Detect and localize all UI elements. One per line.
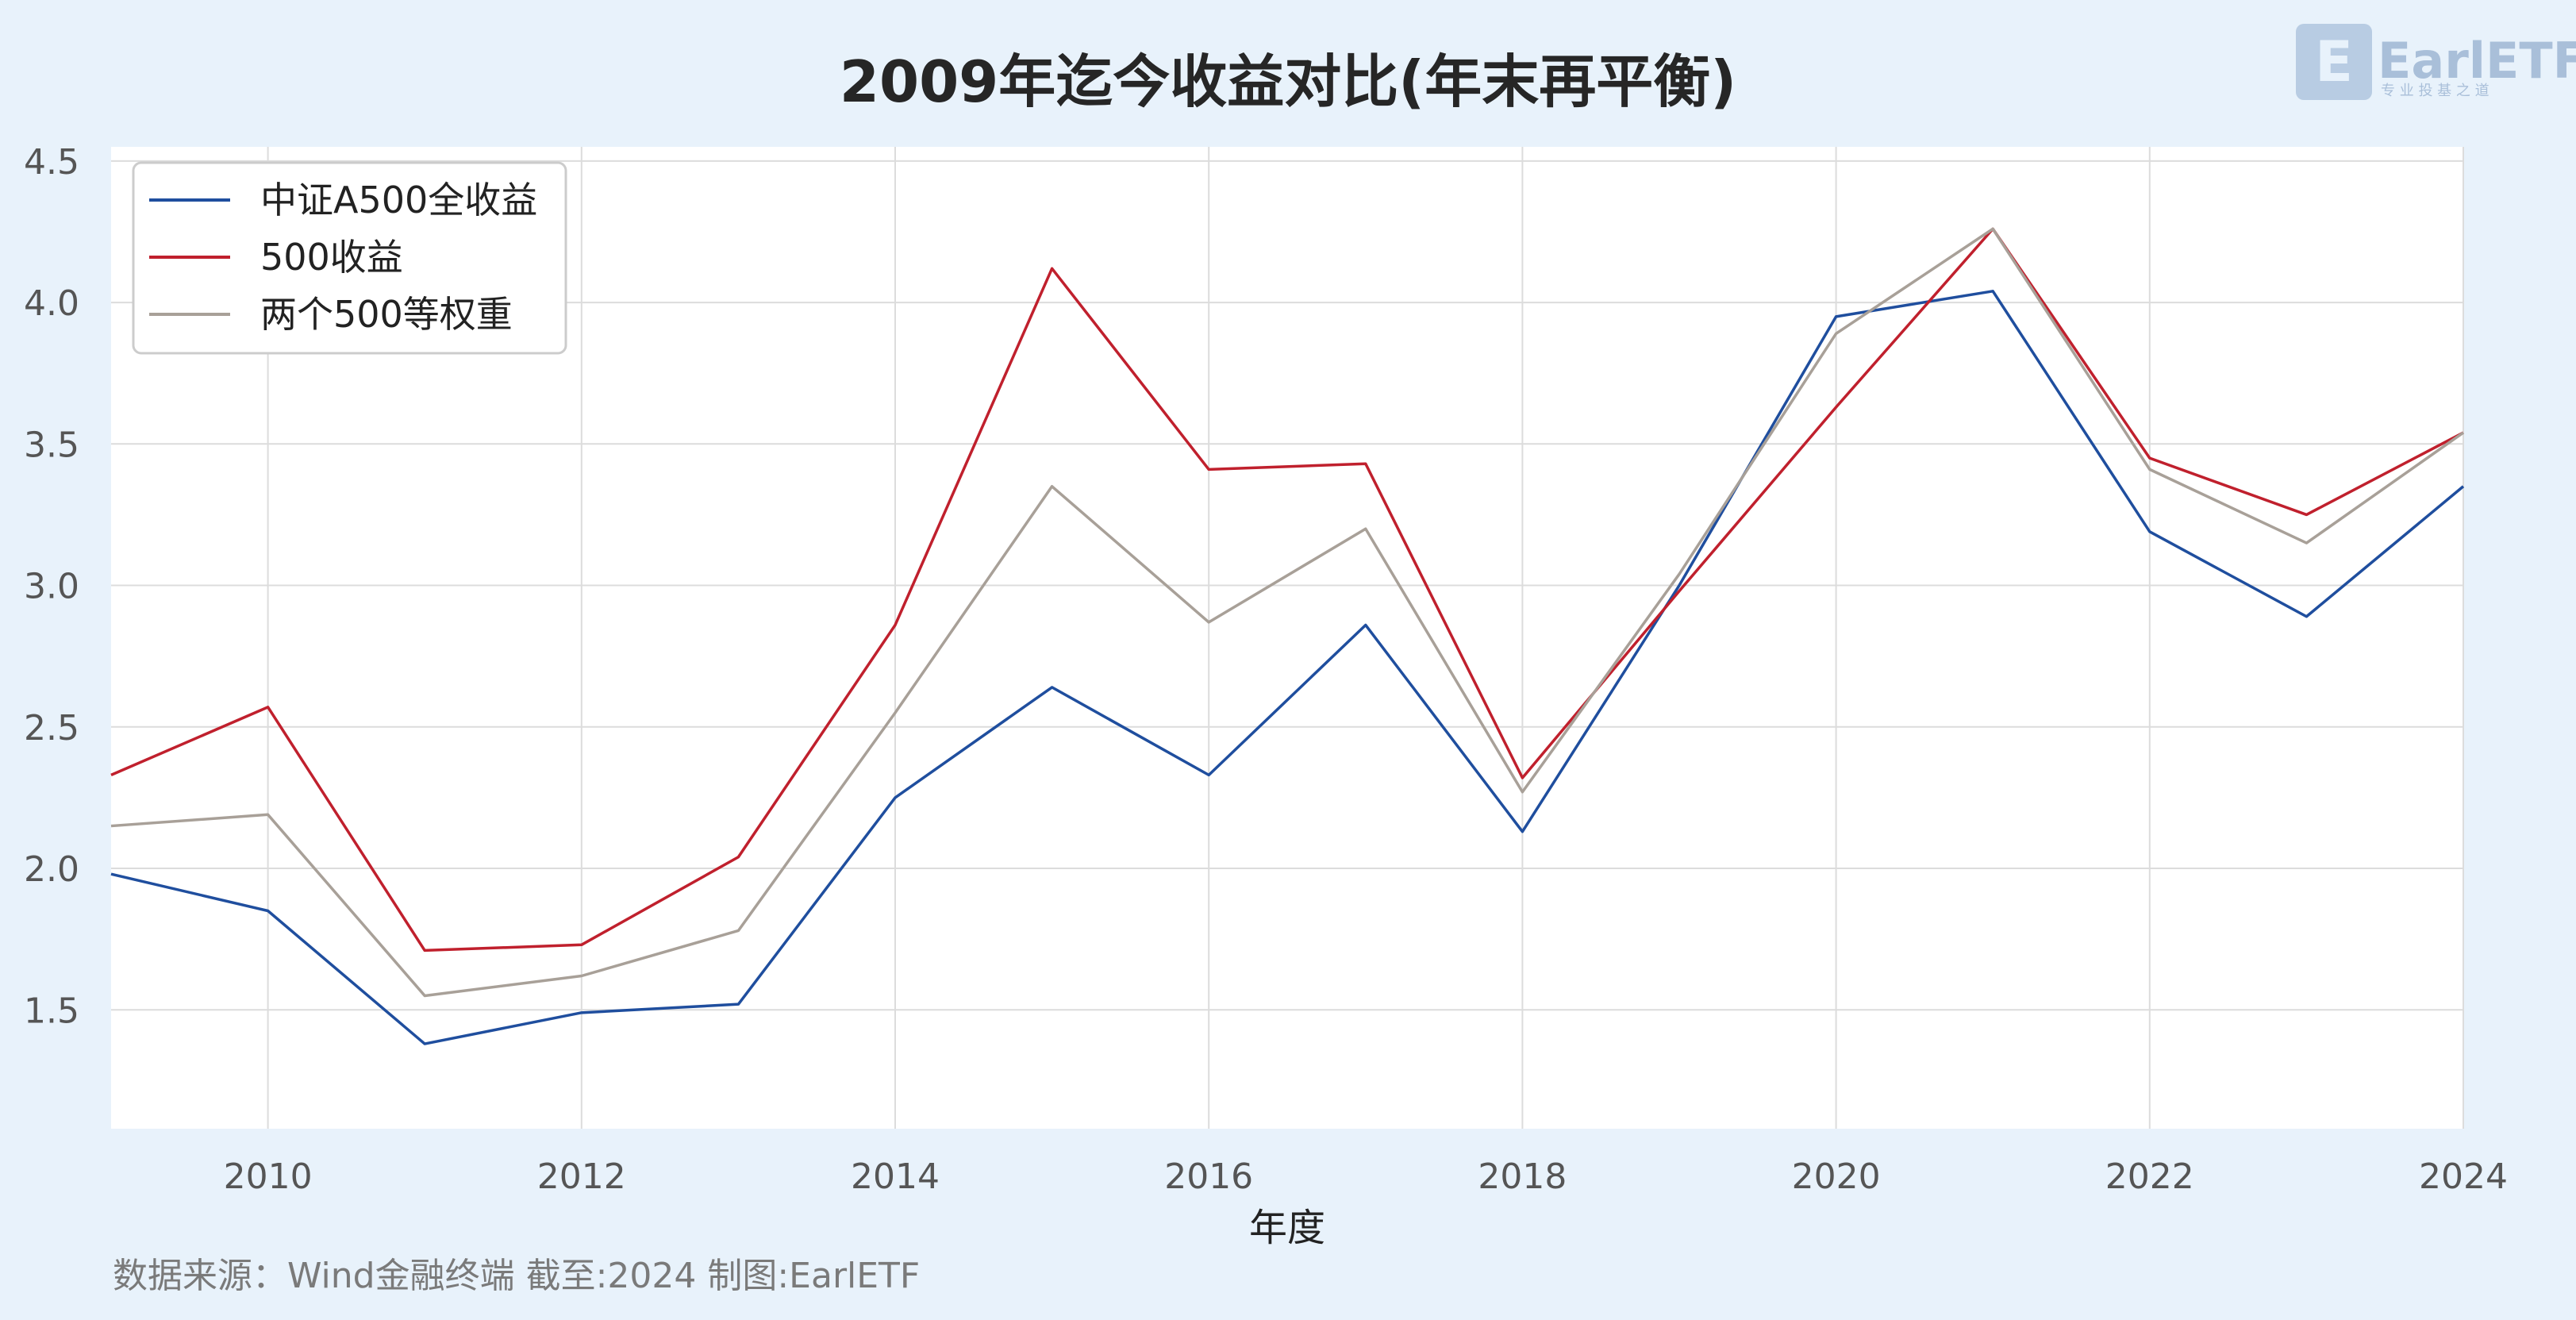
- series-line-1: [110, 290, 2465, 1045]
- series-line-2: [110, 227, 2464, 952]
- x-axis-label: 年度: [1249, 1206, 1325, 1250]
- y-tick-label: 1.5: [24, 991, 79, 1031]
- legend-label-2: 500收益: [260, 236, 403, 279]
- y-tick-label: 4.5: [24, 142, 79, 183]
- x-tick-label: 2010: [224, 1156, 313, 1197]
- x-tick-label: 2018: [1478, 1156, 1567, 1197]
- x-tick-label: 2012: [537, 1156, 626, 1197]
- x-tick-label: 2014: [851, 1156, 940, 1197]
- source-note: 数据来源：Wind金融终端 截至:2024 制图:EarlETF: [113, 1256, 920, 1296]
- x-tick-label: 2020: [1792, 1156, 1881, 1197]
- y-tick-label: 4.0: [24, 283, 79, 324]
- logo-tagline: 专 业 投 基 之 道: [2381, 83, 2489, 99]
- y-tick-label: 3.0: [24, 567, 79, 607]
- legend-box: [132, 161, 567, 355]
- y-axis-ticks: 1.5 2.0 2.5 3.0 3.5 4.0 4.5: [24, 142, 79, 1031]
- y-tick-label: 2.5: [24, 708, 79, 749]
- x-axis-ticks: 2010 2012 2014 2016 2018 2020 2022 2024: [224, 1156, 2508, 1197]
- logo: E EarlETF 专 业 投 基 之 道: [2296, 24, 2576, 100]
- chart-title: 2009年迄今收益对比(年末再平衡): [840, 48, 1736, 115]
- y-tick-label: 2.0: [24, 849, 79, 890]
- x-tick-label: 2022: [2105, 1156, 2194, 1197]
- series-line-3: [110, 227, 2465, 998]
- legend-label-3: 两个500等权重: [260, 293, 513, 336]
- logo-badge-icon: [2296, 24, 2372, 100]
- series-lines: [110, 227, 2465, 1045]
- logo-badge-letter: E: [2315, 29, 2353, 94]
- legend-label-1: 中证A500全收益: [260, 179, 537, 221]
- y-tick-label: 3.5: [24, 425, 79, 465]
- x-tick-label: 2024: [2419, 1156, 2508, 1197]
- logo-name: EarlETF: [2378, 32, 2576, 90]
- x-tick-label: 2016: [1164, 1156, 1253, 1197]
